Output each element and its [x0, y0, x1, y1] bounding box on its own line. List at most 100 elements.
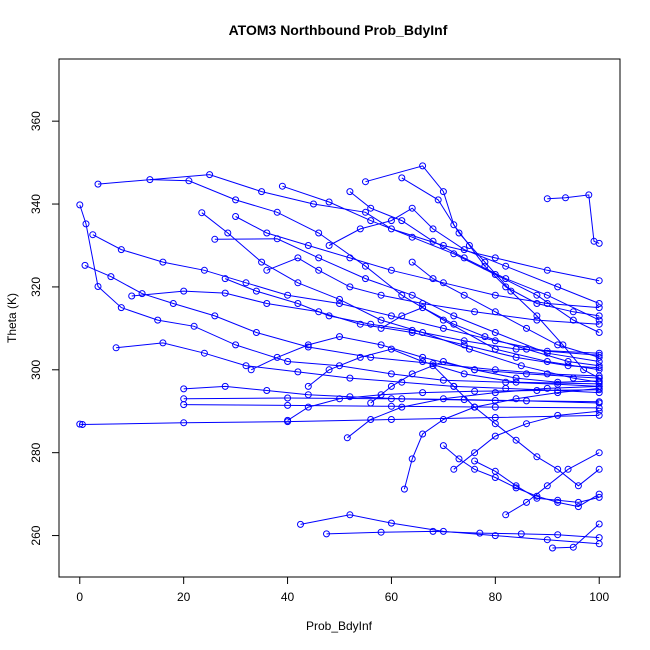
data-point — [367, 320, 375, 328]
data-point — [362, 178, 369, 186]
data-point — [523, 324, 530, 332]
data-point — [367, 416, 375, 423]
y-tick-label: 300 — [29, 359, 43, 379]
data-point — [595, 349, 603, 357]
data-point — [263, 266, 271, 274]
series-line-3 — [149, 179, 600, 371]
data-point — [408, 329, 416, 336]
data-point — [554, 531, 562, 539]
data-point — [325, 198, 333, 206]
data-point — [533, 291, 541, 299]
series-line-2 — [97, 174, 600, 282]
series-line-38 — [505, 452, 600, 516]
data-point — [543, 291, 551, 299]
data-point — [117, 304, 125, 312]
data-point — [502, 283, 510, 291]
data-point — [185, 177, 193, 185]
data-point — [146, 176, 154, 184]
data-point — [336, 300, 343, 307]
data-point — [232, 341, 240, 349]
data-point — [419, 353, 427, 361]
x-tick-label: 0 — [76, 590, 83, 604]
data-point — [491, 291, 499, 299]
data-point — [439, 188, 447, 196]
data-point — [595, 407, 603, 415]
series-line-28 — [235, 216, 600, 309]
data-point — [471, 308, 479, 316]
data-point — [502, 511, 510, 519]
data-point — [429, 237, 437, 245]
data-point — [336, 295, 343, 303]
data-point — [200, 349, 208, 357]
data-point — [387, 225, 395, 233]
series-line-26 — [131, 290, 600, 369]
series-line-32 — [328, 207, 600, 304]
series-line-5 — [214, 238, 600, 362]
data-point — [377, 291, 385, 299]
x-tick-label: 40 — [281, 590, 295, 604]
data-point — [574, 503, 582, 511]
data-point — [465, 242, 473, 249]
series-line-31 — [307, 348, 600, 387]
data-point — [512, 482, 520, 490]
data-point — [595, 300, 603, 307]
data-point — [502, 275, 510, 283]
data-point — [595, 304, 603, 312]
data-point — [387, 345, 395, 353]
series-line-7 — [365, 165, 600, 317]
data-point — [159, 339, 167, 347]
data-point — [200, 266, 208, 274]
data-point — [336, 362, 343, 370]
data-point — [543, 384, 551, 392]
data-point — [595, 534, 603, 542]
data-point — [206, 171, 214, 179]
data-point — [429, 527, 437, 535]
data-point — [180, 385, 188, 393]
data-point — [439, 395, 447, 403]
data-point — [569, 308, 577, 316]
data-point — [439, 442, 447, 450]
data-point — [304, 382, 312, 390]
x-tick-label: 60 — [385, 590, 399, 604]
data-point — [211, 235, 219, 243]
data-point — [252, 287, 260, 295]
data-point — [94, 180, 102, 188]
data-point — [569, 316, 577, 324]
series-line-25 — [432, 365, 600, 487]
data-point — [159, 258, 167, 266]
data-point — [336, 333, 343, 341]
y-tick-label: 260 — [29, 525, 43, 545]
data-point — [362, 262, 369, 270]
series-line-34 — [370, 360, 600, 404]
data-point — [595, 316, 603, 324]
data-point — [263, 300, 271, 307]
data-point — [377, 391, 385, 399]
data-point — [273, 353, 281, 361]
data-point — [325, 312, 333, 320]
data-point — [595, 372, 603, 380]
data-point — [224, 229, 232, 237]
x-tick-label: 80 — [489, 590, 503, 604]
data-point — [595, 490, 603, 498]
data-point — [595, 353, 603, 361]
series-line-8 — [401, 177, 600, 379]
data-point — [543, 195, 551, 203]
data-point — [315, 254, 323, 262]
data-point — [554, 283, 562, 291]
data-point — [595, 239, 603, 247]
data-point — [439, 376, 447, 384]
data-point — [554, 389, 562, 397]
data-point — [138, 290, 146, 298]
data-point — [533, 316, 541, 324]
data-point — [491, 420, 499, 428]
data-point — [595, 377, 603, 385]
data-point — [595, 351, 603, 359]
data-point — [512, 395, 520, 403]
data-point — [367, 217, 375, 225]
data-point — [304, 343, 312, 351]
x-axis-label: Prob_BdyInf — [306, 619, 373, 633]
data-point — [112, 344, 120, 352]
data-point — [190, 322, 198, 330]
data-point — [491, 432, 499, 440]
series-line-30 — [266, 257, 600, 325]
